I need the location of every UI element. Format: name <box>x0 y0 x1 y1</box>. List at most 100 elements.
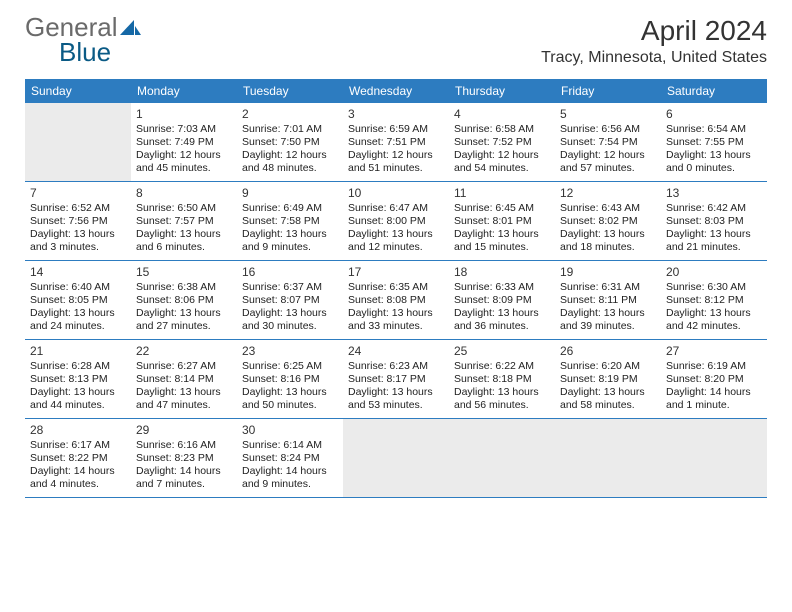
daylight-text-1: Daylight: 13 hours <box>242 228 338 241</box>
daylight-text-1: Daylight: 13 hours <box>242 386 338 399</box>
day-number: 22 <box>136 344 232 359</box>
weeks-container: 1Sunrise: 7:03 AMSunset: 7:49 PMDaylight… <box>25 103 767 498</box>
day-number: 27 <box>666 344 762 359</box>
daylight-text-1: Daylight: 13 hours <box>454 386 550 399</box>
daylight-text-1: Daylight: 14 hours <box>136 465 232 478</box>
sunrise-text: Sunrise: 6:50 AM <box>136 202 232 215</box>
sunset-text: Sunset: 8:19 PM <box>560 373 656 386</box>
day-number: 18 <box>454 265 550 280</box>
calendar: SundayMondayTuesdayWednesdayThursdayFrid… <box>25 79 767 498</box>
sunset-text: Sunset: 8:16 PM <box>242 373 338 386</box>
sunrise-text: Sunrise: 6:30 AM <box>666 281 762 294</box>
daylight-text-2: and 21 minutes. <box>666 241 762 254</box>
daylight-text-2: and 45 minutes. <box>136 162 232 175</box>
brand-part2: Blue <box>59 37 111 67</box>
sunset-text: Sunset: 8:12 PM <box>666 294 762 307</box>
day-cell: 2Sunrise: 7:01 AMSunset: 7:50 PMDaylight… <box>237 103 343 181</box>
daylight-text-1: Daylight: 13 hours <box>136 386 232 399</box>
day-cell: 22Sunrise: 6:27 AMSunset: 8:14 PMDayligh… <box>131 340 237 418</box>
week-row: 7Sunrise: 6:52 AMSunset: 7:56 PMDaylight… <box>25 182 767 261</box>
sunset-text: Sunset: 7:51 PM <box>348 136 444 149</box>
sunset-text: Sunset: 8:17 PM <box>348 373 444 386</box>
day-number: 16 <box>242 265 338 280</box>
daylight-text-2: and 7 minutes. <box>136 478 232 491</box>
sunrise-text: Sunrise: 6:35 AM <box>348 281 444 294</box>
day-cell: 11Sunrise: 6:45 AMSunset: 8:01 PMDayligh… <box>449 182 555 260</box>
sunrise-text: Sunrise: 6:52 AM <box>30 202 126 215</box>
day-cell: 10Sunrise: 6:47 AMSunset: 8:00 PMDayligh… <box>343 182 449 260</box>
day-cell: 23Sunrise: 6:25 AMSunset: 8:16 PMDayligh… <box>237 340 343 418</box>
daylight-text-1: Daylight: 13 hours <box>454 307 550 320</box>
daylight-text-2: and 53 minutes. <box>348 399 444 412</box>
day-cell: 27Sunrise: 6:19 AMSunset: 8:20 PMDayligh… <box>661 340 767 418</box>
sunset-text: Sunset: 8:23 PM <box>136 452 232 465</box>
week-row: 21Sunrise: 6:28 AMSunset: 8:13 PMDayligh… <box>25 340 767 419</box>
day-number: 12 <box>560 186 656 201</box>
day-cell: 8Sunrise: 6:50 AMSunset: 7:57 PMDaylight… <box>131 182 237 260</box>
daylight-text-2: and 4 minutes. <box>30 478 126 491</box>
daylight-text-1: Daylight: 13 hours <box>454 228 550 241</box>
daylight-text-2: and 33 minutes. <box>348 320 444 333</box>
sunrise-text: Sunrise: 6:17 AM <box>30 439 126 452</box>
daylight-text-2: and 58 minutes. <box>560 399 656 412</box>
sunset-text: Sunset: 7:55 PM <box>666 136 762 149</box>
daylight-text-2: and 12 minutes. <box>348 241 444 254</box>
daylight-text-2: and 24 minutes. <box>30 320 126 333</box>
daylight-text-1: Daylight: 13 hours <box>242 307 338 320</box>
daylight-text-2: and 15 minutes. <box>454 241 550 254</box>
sunrise-text: Sunrise: 6:42 AM <box>666 202 762 215</box>
sunrise-text: Sunrise: 6:54 AM <box>666 123 762 136</box>
sunset-text: Sunset: 8:02 PM <box>560 215 656 228</box>
empty-cell <box>661 419 767 497</box>
daylight-text-1: Daylight: 12 hours <box>136 149 232 162</box>
day-cell: 24Sunrise: 6:23 AMSunset: 8:17 PMDayligh… <box>343 340 449 418</box>
daylight-text-2: and 48 minutes. <box>242 162 338 175</box>
day-header: Wednesday <box>343 79 449 103</box>
sunset-text: Sunset: 8:20 PM <box>666 373 762 386</box>
day-number: 28 <box>30 423 126 438</box>
day-number: 8 <box>136 186 232 201</box>
sunset-text: Sunset: 8:22 PM <box>30 452 126 465</box>
month-title: April 2024 <box>541 15 767 47</box>
sunset-text: Sunset: 7:54 PM <box>560 136 656 149</box>
sunset-text: Sunset: 7:49 PM <box>136 136 232 149</box>
header: GeneralBlue April 2024 Tracy, Minnesota,… <box>25 15 767 67</box>
sunrise-text: Sunrise: 6:19 AM <box>666 360 762 373</box>
sunrise-text: Sunrise: 6:56 AM <box>560 123 656 136</box>
day-number: 7 <box>30 186 126 201</box>
daylight-text-2: and 39 minutes. <box>560 320 656 333</box>
sunrise-text: Sunrise: 6:38 AM <box>136 281 232 294</box>
daylight-text-2: and 30 minutes. <box>242 320 338 333</box>
sunrise-text: Sunrise: 6:14 AM <box>242 439 338 452</box>
empty-cell <box>449 419 555 497</box>
week-row: 28Sunrise: 6:17 AMSunset: 8:22 PM Dayligh… <box>25 419 767 498</box>
daylight-text-1: Daylight: 12 hours <box>348 149 444 162</box>
day-header: Monday <box>131 79 237 103</box>
day-number: 24 <box>348 344 444 359</box>
daylight-text-2: and 50 minutes. <box>242 399 338 412</box>
daylight-text-2: and 27 minutes. <box>136 320 232 333</box>
daylight-text-2: and 54 minutes. <box>454 162 550 175</box>
day-number: 15 <box>136 265 232 280</box>
day-number: 23 <box>242 344 338 359</box>
day-cell: 14Sunrise: 6:40 AMSunset: 8:05 PMDayligh… <box>25 261 131 339</box>
sunrise-text: Sunrise: 6:47 AM <box>348 202 444 215</box>
day-cell: 1Sunrise: 7:03 AMSunset: 7:49 PMDaylight… <box>131 103 237 181</box>
sunrise-text: Sunrise: 6:37 AM <box>242 281 338 294</box>
day-cell: 26Sunrise: 6:20 AMSunset: 8:19 PMDayligh… <box>555 340 661 418</box>
daylight-text-2: and 36 minutes. <box>454 320 550 333</box>
week-row: 14Sunrise: 6:40 AMSunset: 8:05 PMDayligh… <box>25 261 767 340</box>
sunset-text: Sunset: 7:52 PM <box>454 136 550 149</box>
day-cell: 29Sunrise: 6:16 AMSunset: 8:23 PMDayligh… <box>131 419 237 497</box>
location: Tracy, Minnesota, United States <box>541 49 767 67</box>
daylight-text-1: Daylight: 12 hours <box>560 149 656 162</box>
daylight-text-2: and 3 minutes. <box>30 241 126 254</box>
title-block: April 2024 Tracy, Minnesota, United Stat… <box>541 15 767 67</box>
day-number: 25 <box>454 344 550 359</box>
day-number: 2 <box>242 107 338 122</box>
day-number: 5 <box>560 107 656 122</box>
day-number: 20 <box>666 265 762 280</box>
day-header-row: SundayMondayTuesdayWednesdayThursdayFrid… <box>25 79 767 103</box>
day-cell: 5Sunrise: 6:56 AMSunset: 7:54 PMDaylight… <box>555 103 661 181</box>
daylight-text-1: Daylight: 13 hours <box>30 386 126 399</box>
